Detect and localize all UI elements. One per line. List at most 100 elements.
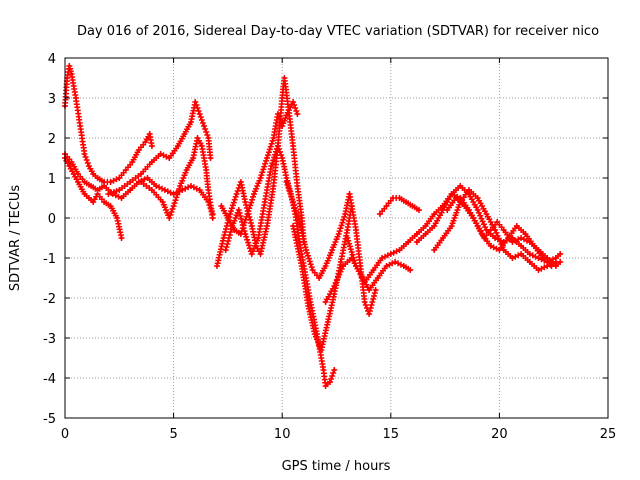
data-point: [239, 180, 243, 184]
x-tick-label: 15: [383, 427, 400, 442]
data-point: [102, 184, 106, 188]
data-point: [102, 180, 106, 184]
data-point: [343, 212, 347, 216]
data-point: [406, 240, 410, 244]
data-point: [515, 224, 519, 228]
data-point: [285, 176, 289, 180]
data-point: [558, 252, 562, 256]
data-point: [545, 264, 549, 268]
data-point: [358, 264, 362, 268]
data-point: [206, 188, 210, 192]
data-point: [252, 192, 256, 196]
data-point: [345, 228, 349, 232]
data-point: [78, 124, 82, 128]
data-point: [424, 224, 428, 228]
data-point: [263, 200, 267, 204]
data-point: [441, 208, 445, 212]
data-point: [339, 260, 343, 264]
series-s8: [222, 143, 338, 389]
data-point: [115, 216, 119, 220]
data-point: [106, 192, 110, 196]
series-s4: [105, 99, 214, 197]
data-point: [109, 180, 113, 184]
data-point: [128, 180, 132, 184]
data-point: [243, 232, 247, 236]
data-point: [195, 136, 199, 140]
data-point: [363, 280, 367, 284]
data-point: [204, 168, 208, 172]
data-point: [269, 164, 273, 168]
series-s16: [444, 195, 555, 269]
data-point: [198, 112, 202, 116]
data-point: [384, 204, 388, 208]
data-point: [258, 176, 262, 180]
data-point: [178, 184, 182, 188]
data-point: [541, 256, 545, 260]
ticks: 0 5 10 15 20 25 -5 -4 -3 -2 -1 0 1 2 3 4: [43, 52, 616, 442]
data-point: [354, 228, 358, 232]
data-point: [554, 256, 558, 260]
data-point: [330, 248, 334, 252]
data-point: [432, 224, 436, 228]
data-point: [282, 76, 286, 80]
data-point: [202, 124, 206, 128]
data-point: [528, 260, 532, 264]
data-point: [367, 288, 371, 292]
data-point: [495, 220, 499, 224]
data-point: [256, 236, 260, 240]
data-point: [554, 260, 558, 264]
data-point: [96, 192, 100, 196]
data-point: [454, 196, 458, 200]
data-point: [276, 144, 280, 148]
data-point: [172, 204, 176, 208]
data-point: [337, 232, 341, 236]
data-point: [209, 156, 213, 160]
data-point: [176, 144, 180, 148]
data-point: [332, 368, 336, 372]
data-point: [280, 96, 284, 100]
data-point: [424, 232, 428, 236]
data-point: [67, 164, 71, 168]
data-point: [550, 264, 554, 268]
x-axis-label: GPS time / hours: [282, 459, 391, 474]
data-point: [119, 196, 123, 200]
data-point: [458, 184, 462, 188]
data-point: [397, 248, 401, 252]
data-point: [139, 180, 143, 184]
data-point: [235, 192, 239, 196]
data-point: [354, 264, 358, 268]
data-point: [211, 216, 215, 220]
data-point: [70, 160, 74, 164]
data-point: [341, 264, 345, 268]
data-point: [159, 152, 163, 156]
y-tick-label: -3: [43, 332, 56, 347]
data-point: [137, 148, 141, 152]
data-point: [146, 176, 150, 180]
data-point: [65, 76, 69, 80]
data-point: [350, 204, 354, 208]
data-point: [389, 252, 393, 256]
data-point: [432, 212, 436, 216]
data-point: [411, 204, 415, 208]
data-point: [510, 256, 514, 260]
data-point: [519, 252, 523, 256]
data-point: [363, 300, 367, 304]
data-point: [237, 208, 241, 212]
data-point: [450, 224, 454, 228]
data-point: [224, 248, 228, 252]
y-tick-label: 0: [48, 212, 56, 227]
chart-title: Day 016 of 2016, Sidereal Day-to-day VTE…: [77, 24, 599, 39]
data-point: [476, 196, 480, 200]
data-point: [189, 120, 193, 124]
data-point: [298, 220, 302, 224]
data-point: [117, 176, 121, 180]
data-point: [167, 216, 171, 220]
data-point: [139, 172, 143, 176]
data-point: [313, 332, 317, 336]
data-series: [62, 63, 564, 389]
data-point: [83, 180, 87, 184]
series-s13: [376, 195, 422, 217]
data-point: [493, 228, 497, 232]
data-point: [226, 216, 230, 220]
